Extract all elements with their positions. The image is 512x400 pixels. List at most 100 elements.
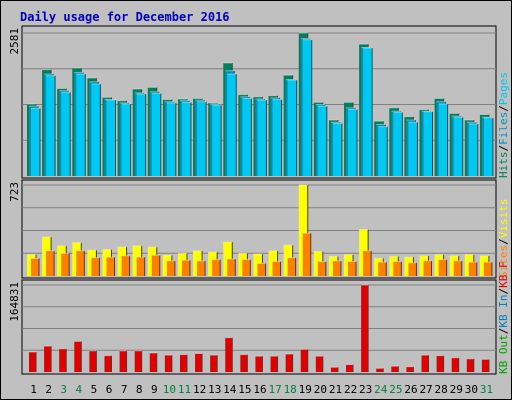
- pages-bar: [166, 102, 177, 176]
- kbytes-bar: [481, 358, 490, 372]
- kbytes-bar: [59, 348, 67, 372]
- sites-bar: [272, 261, 282, 276]
- sites-bar: [302, 232, 312, 276]
- sites-bar: [408, 262, 417, 276]
- kbytes-bar: [391, 365, 399, 372]
- pages-bar: [242, 97, 252, 176]
- y-axis-max-label: 2581: [8, 28, 21, 55]
- kbytes-bar: [421, 354, 430, 372]
- day-tick-label: 4: [76, 383, 83, 396]
- kbytes-bar: [164, 354, 173, 372]
- sites-bar: [453, 260, 463, 276]
- pages-bar: [468, 123, 479, 176]
- pages-bar: [483, 117, 494, 176]
- kbytes-bar: [89, 350, 97, 372]
- sites-bar: [136, 256, 146, 276]
- pages-bar: [197, 101, 207, 176]
- day-tick-label: 29: [450, 383, 463, 396]
- day-tick-label: 3: [60, 383, 67, 396]
- kbytes-bar: [29, 351, 37, 372]
- kbytes-bar: [119, 350, 128, 372]
- pages-bar: [423, 111, 434, 176]
- sites-bar: [317, 261, 327, 276]
- kbytes-bar: [149, 352, 158, 372]
- day-tick-label: 9: [151, 383, 158, 396]
- day-tick-label: 15: [238, 383, 251, 396]
- pages-bar: [317, 105, 328, 176]
- legend-item: KB Out: [497, 334, 510, 374]
- legend-item: Hits: [497, 152, 510, 179]
- pages-bar: [453, 116, 464, 176]
- day-tick-label: 27: [419, 383, 432, 396]
- legend-item: KB In: [497, 295, 510, 328]
- kbytes-bar: [104, 355, 112, 372]
- pages-bar: [136, 93, 147, 176]
- day-tick-label: 22: [344, 383, 357, 396]
- kbytes-bar: [74, 340, 82, 372]
- pages-bar: [393, 111, 403, 176]
- pages-bar: [91, 83, 101, 176]
- kbytes-bar: [300, 348, 309, 372]
- sites-bar: [91, 257, 100, 276]
- sites-bar: [438, 259, 448, 276]
- pages-bar: [272, 99, 283, 176]
- kbytes-bar: [44, 345, 52, 372]
- kbytes-bar: [346, 364, 354, 372]
- legend-separator: /: [497, 328, 510, 335]
- sites-bar: [348, 261, 357, 276]
- pages-bar: [302, 39, 313, 176]
- y-axis-max-label: 164831: [8, 282, 21, 322]
- kbytes-bar: [255, 355, 263, 372]
- day-tick-label: 31: [480, 383, 493, 396]
- kbytes-bar: [134, 350, 143, 372]
- pages-bar: [212, 104, 222, 176]
- day-tick-label: 30: [465, 383, 478, 396]
- day-tick-label: 6: [106, 383, 113, 396]
- sites-bar: [468, 261, 478, 276]
- sites-bar: [121, 255, 131, 276]
- legend-item: Sites: [497, 245, 510, 278]
- kbytes-bar: [361, 284, 369, 372]
- sites-bar: [76, 250, 85, 276]
- sites-bar: [423, 260, 433, 276]
- day-tick-label: 13: [208, 383, 221, 396]
- pages-bar: [257, 99, 267, 176]
- sites-bar: [166, 260, 176, 276]
- day-tick-label: 12: [193, 383, 206, 396]
- day-tick-label: 5: [91, 383, 98, 396]
- day-tick-label: 26: [404, 383, 417, 396]
- sites-bar: [181, 259, 191, 276]
- kbytes-bar: [451, 357, 460, 372]
- day-tick-label: 21: [329, 383, 342, 396]
- pages-bar: [106, 99, 116, 176]
- kbytes-bar: [330, 366, 339, 372]
- sites-bar: [242, 259, 251, 276]
- sites-bar: [106, 256, 115, 276]
- day-tick-label: 10: [163, 383, 176, 396]
- pages-bar: [181, 101, 192, 176]
- kbytes-bar: [240, 354, 248, 372]
- kbytes-bar: [436, 355, 445, 372]
- kbytes-bar: [315, 355, 324, 372]
- day-tick-label: 19: [299, 383, 312, 396]
- pages-bar: [31, 107, 41, 176]
- day-tick-label: 20: [314, 383, 327, 396]
- legend: Hits/Files/Pages: [497, 72, 510, 178]
- kbytes-bar: [225, 337, 233, 372]
- day-tick-label: 17: [268, 383, 281, 396]
- kbytes-bar: [285, 353, 294, 372]
- sites-bar: [61, 252, 70, 276]
- chart-title: Daily usage for December 2016: [20, 10, 230, 24]
- pages-bar: [46, 75, 56, 176]
- kbytes-bar: [376, 367, 384, 372]
- pages-bar: [287, 79, 298, 176]
- legend-separator: /: [497, 145, 510, 152]
- pages-bar: [408, 121, 418, 176]
- kbytes-bar: [406, 366, 414, 372]
- sites-bar: [212, 259, 221, 276]
- day-tick-label: 16: [253, 383, 266, 396]
- legend: Sites/Visits: [497, 199, 510, 279]
